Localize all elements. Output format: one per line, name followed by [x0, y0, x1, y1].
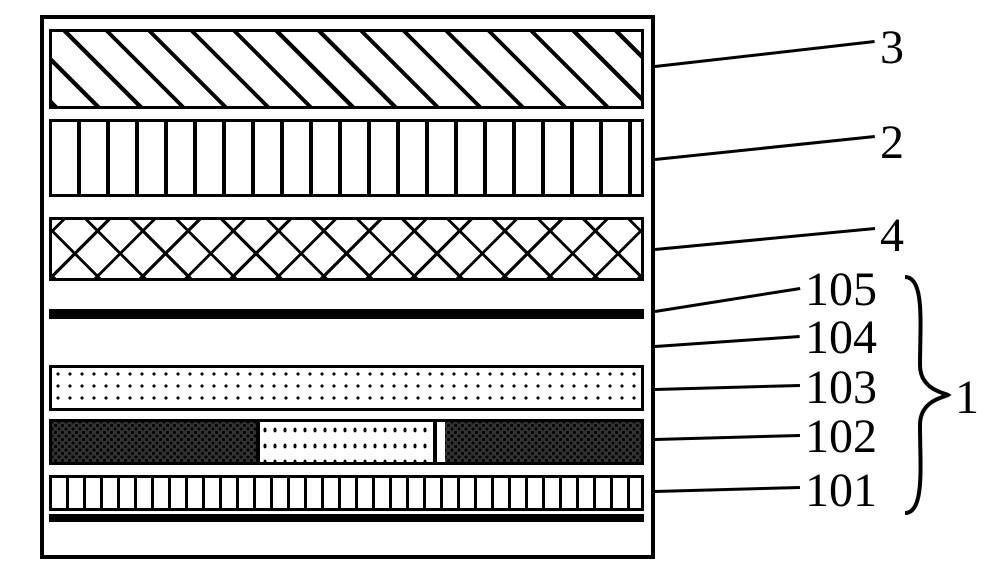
label-103: 103: [805, 360, 877, 415]
label-2: 2: [880, 115, 904, 170]
layer-3: [49, 29, 644, 109]
label-104: 104: [805, 310, 877, 365]
layer-102: [49, 419, 644, 465]
label-105: 105: [805, 262, 877, 317]
leader-line-5: [655, 384, 800, 391]
layer-105: [49, 309, 644, 319]
diagram-frame: [40, 15, 655, 559]
leader-line-7: [655, 486, 800, 493]
layer-101-lower: [49, 514, 644, 522]
label-102: 102: [805, 409, 877, 464]
leader-line-2: [655, 227, 875, 251]
brace-icon: [900, 275, 955, 515]
label-3: 3: [880, 20, 904, 75]
leader-line-3: [655, 287, 800, 313]
layer-102-seg-center: [256, 422, 437, 462]
layer-103: [49, 365, 644, 411]
label-4: 4: [880, 208, 904, 263]
label-group-1: 1: [955, 370, 979, 425]
leader-line-1: [655, 135, 875, 161]
leader-line-0: [655, 40, 875, 68]
layer-102-seg-left: [52, 422, 256, 462]
layer-102-seg-right: [445, 422, 641, 462]
leader-line-6: [655, 434, 800, 441]
label-101: 101: [805, 463, 877, 518]
layer-101-upper: [49, 475, 644, 511]
leader-line-4: [655, 335, 800, 348]
layer-2: [49, 119, 644, 197]
layer-104: [49, 319, 644, 365]
layer-4: [49, 217, 644, 281]
